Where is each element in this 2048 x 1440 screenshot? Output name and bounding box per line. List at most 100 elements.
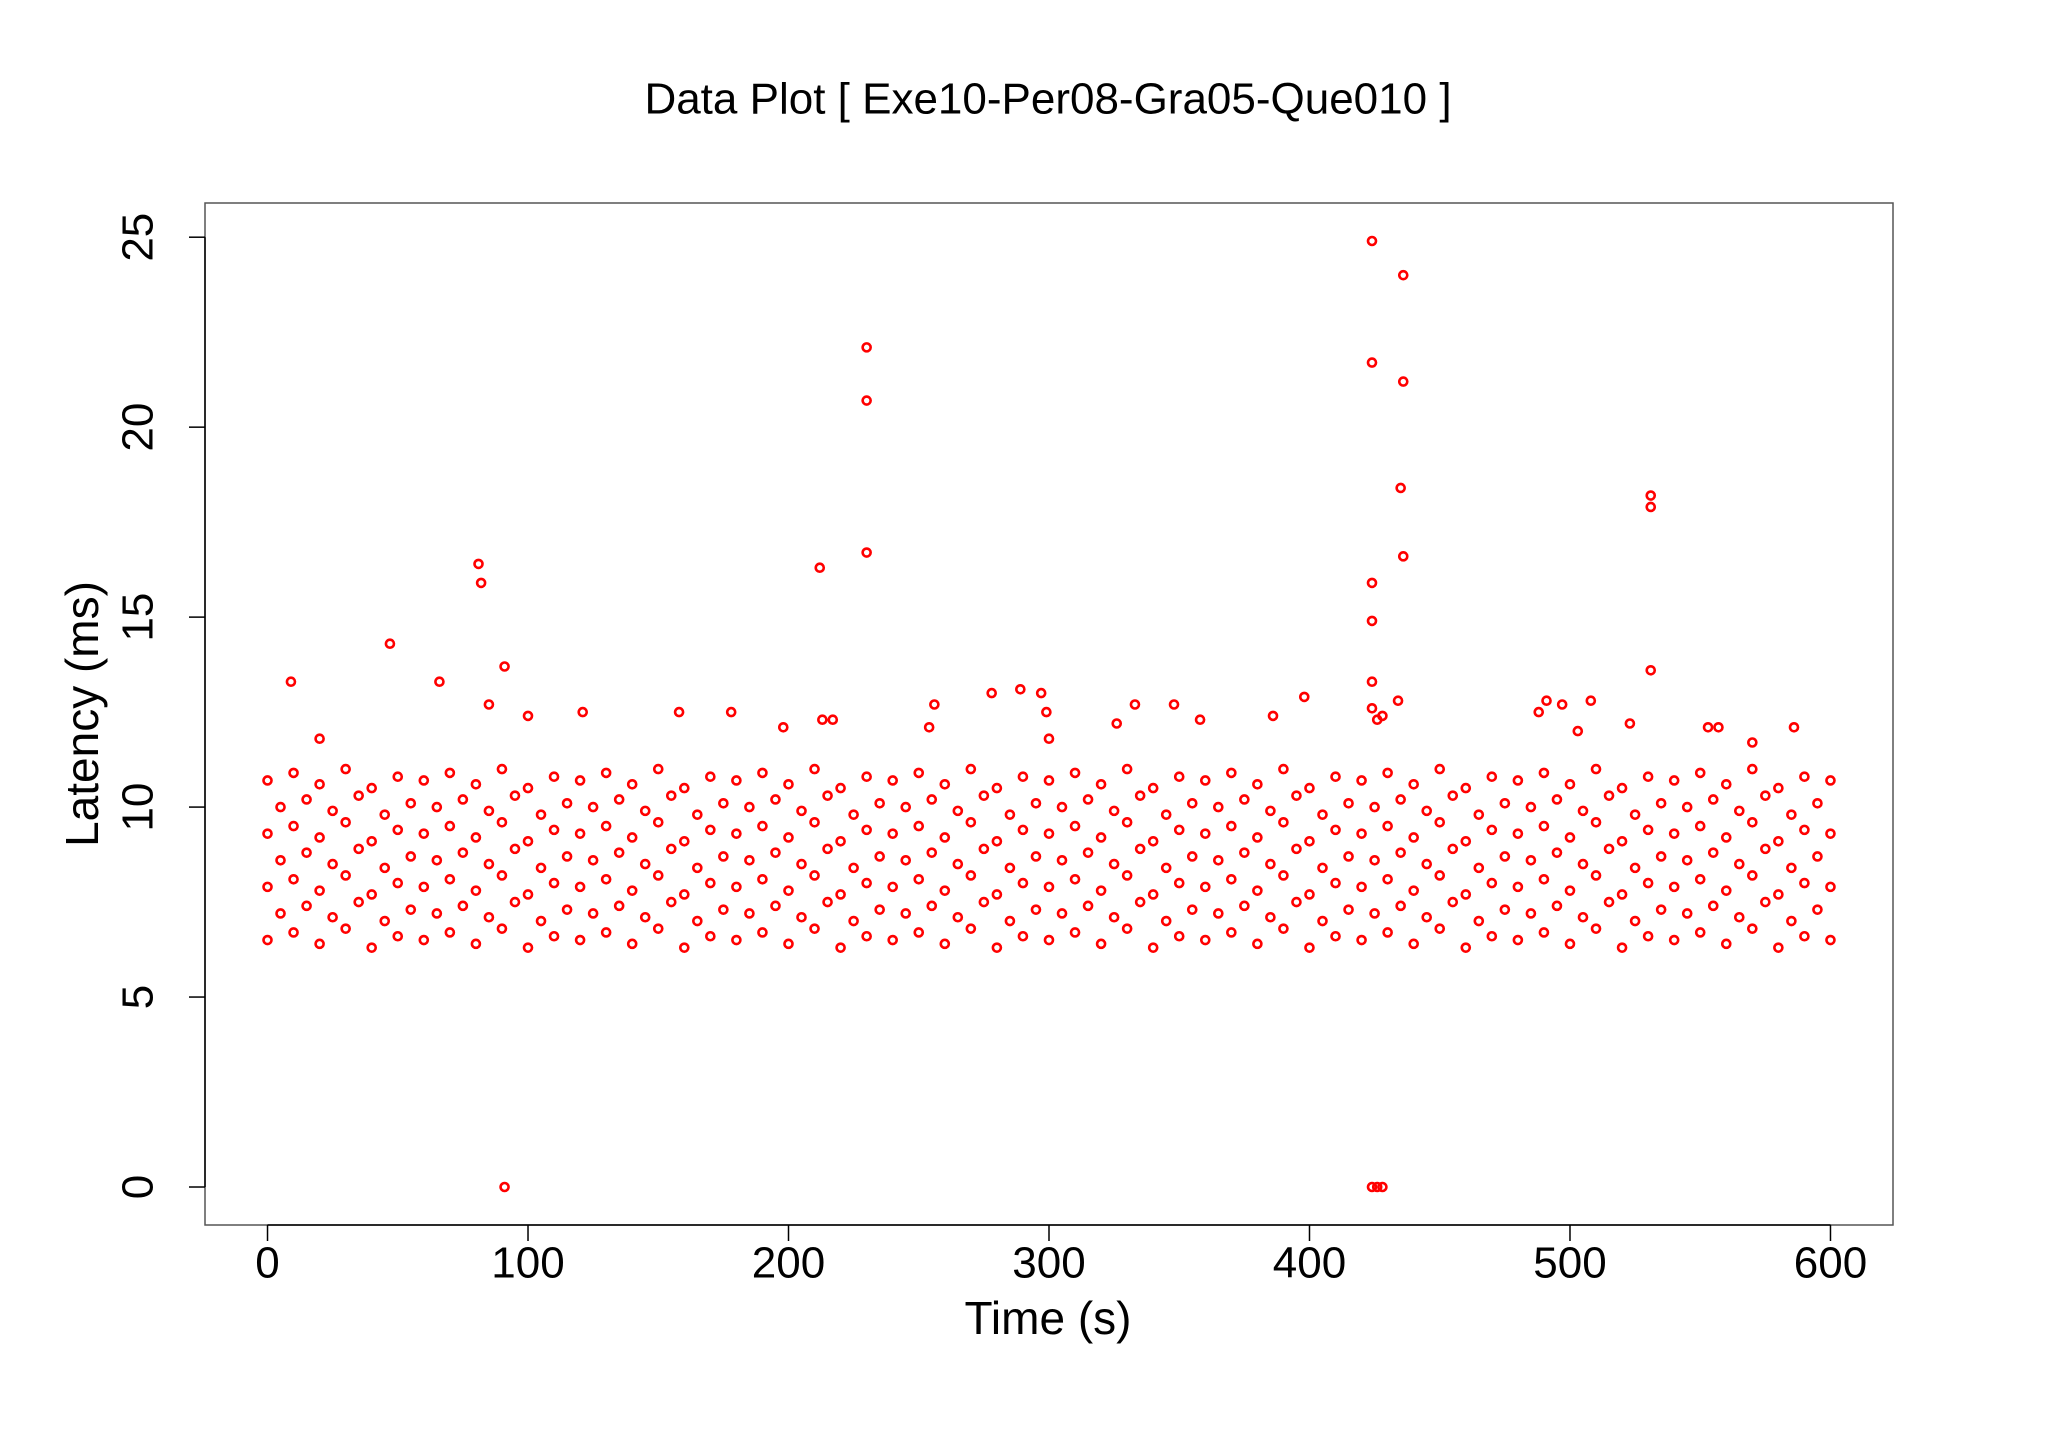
- data-point: [340, 923, 351, 934]
- data-point: [1720, 938, 1732, 950]
- data-point: [1304, 942, 1315, 953]
- data-point: [1366, 615, 1378, 627]
- data-point: [900, 801, 912, 813]
- x-tick-label: 300: [1012, 1239, 1085, 1288]
- data-point: [692, 809, 703, 820]
- data-point: [613, 794, 625, 805]
- data-point: [1082, 794, 1094, 805]
- data-point: [991, 889, 1003, 900]
- data-point: [444, 767, 456, 779]
- data-point: [1395, 482, 1406, 494]
- data-point: [757, 767, 768, 779]
- data-point: [1655, 904, 1667, 915]
- data-point: [1278, 870, 1289, 881]
- data-point: [1186, 904, 1198, 915]
- data-point: [1629, 915, 1641, 927]
- data-point: [913, 927, 925, 938]
- data-point: [1556, 699, 1568, 710]
- data-point: [652, 763, 664, 775]
- data-point: [1004, 809, 1016, 820]
- data-point: [1747, 763, 1758, 775]
- data-point: [262, 934, 273, 946]
- data-point: [1760, 896, 1771, 908]
- x-tick-label: 0: [255, 1239, 279, 1288]
- data-point: [1645, 501, 1657, 513]
- data-point: [1226, 927, 1237, 938]
- data-point: [340, 816, 351, 828]
- data-point: [1460, 942, 1472, 953]
- data-point: [1434, 763, 1446, 775]
- data-point: [1408, 938, 1419, 950]
- data-point: [679, 835, 690, 847]
- data-point: [652, 923, 664, 934]
- data-point: [1642, 930, 1654, 942]
- data-point: [288, 767, 299, 779]
- data-point: [1486, 771, 1498, 782]
- data-point: [1447, 790, 1459, 801]
- data-point: [926, 794, 938, 805]
- data-point: [1069, 873, 1081, 885]
- data-point: [1694, 927, 1706, 938]
- data-point: [301, 900, 312, 912]
- data-point: [757, 820, 768, 832]
- data-point: [1760, 790, 1771, 801]
- data-point: [1121, 870, 1133, 881]
- data-point: [457, 900, 469, 912]
- data-point: [809, 763, 820, 775]
- data-point: [1525, 854, 1537, 866]
- data-point: [1799, 824, 1810, 836]
- data-point: [431, 801, 443, 813]
- data-point: [1603, 790, 1615, 801]
- data-point: [1369, 908, 1380, 919]
- data-point: [731, 775, 742, 786]
- data-point: [705, 930, 716, 942]
- data-point: [535, 862, 547, 874]
- data-point: [1343, 797, 1354, 809]
- data-point: [1473, 915, 1485, 927]
- data-point: [1681, 908, 1693, 919]
- data-point: [327, 858, 338, 870]
- data-point: [1147, 835, 1159, 847]
- data-point: [1533, 706, 1545, 718]
- data-point: [1773, 942, 1784, 953]
- data-point: [483, 699, 495, 710]
- data-point: [718, 851, 729, 862]
- data-point: [483, 805, 495, 817]
- x-tick-label: 400: [1273, 1239, 1346, 1288]
- data-point: [1812, 851, 1823, 862]
- data-point: [613, 847, 625, 858]
- data-point: [1017, 877, 1029, 889]
- data-point: [1252, 938, 1263, 950]
- data-point: [965, 763, 977, 775]
- data-point: [1160, 915, 1172, 927]
- data-point: [1773, 835, 1784, 847]
- data-point: [1668, 934, 1680, 946]
- data-point: [1213, 908, 1224, 919]
- data-point: [1121, 763, 1133, 775]
- data-point: [822, 790, 833, 801]
- data-point: [652, 816, 664, 828]
- data-point: [777, 721, 789, 733]
- data-point: [1291, 843, 1302, 855]
- data-point: [392, 930, 404, 942]
- data-point: [1030, 851, 1042, 862]
- data-point: [1473, 862, 1485, 874]
- data-point: [1369, 801, 1380, 813]
- y-tick-label: 15: [114, 593, 163, 642]
- data-point: [835, 942, 846, 953]
- data-point: [978, 790, 990, 801]
- data-point: [1603, 896, 1615, 908]
- data-point: [444, 820, 456, 832]
- data-point: [744, 801, 755, 813]
- data-point: [796, 858, 807, 870]
- data-point: [1720, 832, 1732, 843]
- data-point: [705, 824, 716, 836]
- data-point: [1585, 695, 1597, 707]
- data-point: [1121, 923, 1133, 934]
- data-point: [1030, 904, 1042, 915]
- data-point: [1447, 843, 1459, 855]
- data-point: [1239, 794, 1250, 805]
- data-point: [1226, 767, 1237, 779]
- data-point: [874, 797, 885, 809]
